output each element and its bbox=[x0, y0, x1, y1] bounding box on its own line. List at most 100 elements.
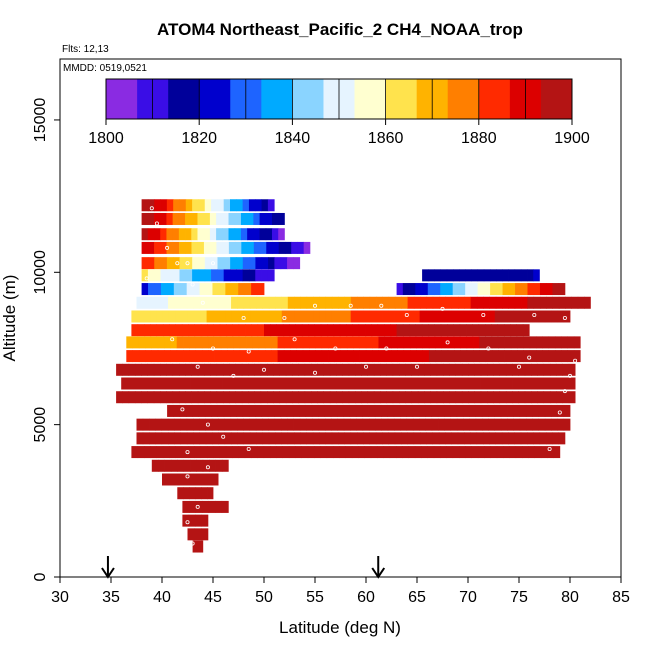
heat-cell-row-20-15 bbox=[225, 446, 233, 459]
heat-cell-row-18-44 bbox=[412, 418, 420, 431]
heat-cell-row-2-17 bbox=[247, 228, 254, 241]
heat-cell-row-16-24 bbox=[267, 391, 274, 404]
heat-cell-row-16-52 bbox=[443, 391, 450, 404]
heat-cell-row-15-15 bbox=[215, 377, 223, 390]
sample-point-8 bbox=[200, 300, 205, 305]
heat-cell-row-12-67 bbox=[548, 336, 556, 349]
heat-cell-row-13-13 bbox=[208, 350, 215, 363]
heat-cell-row-14-24 bbox=[267, 363, 274, 376]
heat-cell-row-19-3 bbox=[155, 432, 163, 445]
heat-cell-row-7-17 bbox=[251, 283, 258, 296]
heat-cell-row-18-47 bbox=[431, 418, 439, 431]
heat-cell-row-19-18 bbox=[249, 432, 257, 445]
heat-cell-row-18-68 bbox=[563, 418, 571, 431]
heat-cell-row-4-2 bbox=[154, 257, 161, 270]
heat-cell-row-20-48 bbox=[433, 446, 441, 459]
heat-cell-row-18-38 bbox=[375, 418, 382, 431]
heat-cell-row-23-3 bbox=[195, 487, 202, 500]
heat-cell-row-7-8 bbox=[193, 283, 200, 296]
heat-cell-row-3-18 bbox=[253, 241, 261, 254]
heat-cell-row-3-0 bbox=[141, 241, 149, 254]
heat-cell-row-8-11 bbox=[465, 283, 472, 296]
heat-cell-row-15-71 bbox=[568, 377, 576, 390]
heat-cell-row-12-24 bbox=[277, 336, 285, 349]
heat-cell-row-9-45 bbox=[420, 296, 427, 309]
heat-cell-row-0-15 bbox=[236, 199, 244, 212]
heat-cell-row-16-71 bbox=[562, 391, 570, 404]
heat-cell-row-17-54 bbox=[507, 404, 514, 417]
heat-cell-row-16-61 bbox=[499, 391, 507, 404]
heat-cell-row-16-39 bbox=[361, 391, 369, 404]
heat-cell-row-13-69 bbox=[561, 350, 568, 363]
heat-cell-row-6-12 bbox=[496, 269, 503, 282]
x-tick-label: 70 bbox=[459, 589, 477, 606]
heat-cell-row-8-6 bbox=[434, 283, 441, 296]
heat-cell-row-6-2 bbox=[434, 269, 442, 282]
heat-cell-row-5-18 bbox=[255, 269, 262, 282]
heat-cell-row-15-57 bbox=[480, 377, 488, 390]
heat-cell-row-8-23 bbox=[539, 283, 547, 296]
heat-cell-row-19-33 bbox=[344, 432, 352, 445]
heat-cell-row-20-19 bbox=[251, 446, 258, 459]
heat-cell-row-10-39 bbox=[375, 310, 383, 323]
sample-point-4 bbox=[185, 261, 190, 266]
heat-cell-row-20-2 bbox=[144, 446, 151, 459]
heat-cell-row-3-2 bbox=[154, 241, 161, 254]
heat-cell-row-10-28 bbox=[306, 310, 314, 323]
heat-cell-row-16-50 bbox=[430, 391, 438, 404]
heat-cell-row-16-37 bbox=[348, 391, 356, 404]
heat-cell-row-10-57 bbox=[488, 310, 496, 323]
heat-cell-row-12-20 bbox=[252, 336, 260, 349]
heat-cell-row-16-0 bbox=[116, 391, 123, 404]
heat-cell-row-13-24 bbox=[277, 350, 285, 363]
heat-cell-row-13-58 bbox=[491, 350, 499, 363]
heat-cell-row-12-53 bbox=[460, 336, 468, 349]
heat-cell-row-13-53 bbox=[460, 350, 468, 363]
heat-cell-row-14-1 bbox=[122, 363, 130, 376]
heat-cell-row-8-13 bbox=[477, 283, 485, 296]
heat-cell-row-6-17 bbox=[527, 269, 534, 282]
heat-cell-row-10-61 bbox=[513, 310, 521, 323]
heat-cell-row-13-51 bbox=[447, 350, 455, 363]
heat-cell-row-7-9 bbox=[199, 283, 207, 296]
heat-cell-row-15-25 bbox=[278, 377, 286, 390]
heat-cell-row-15-68 bbox=[549, 377, 557, 390]
heat-cell-row-19-46 bbox=[426, 432, 433, 445]
heat-cell-row-12-71 bbox=[573, 336, 581, 349]
heat-cell-row-4-12 bbox=[217, 257, 225, 270]
heat-cell-row-14-7 bbox=[160, 363, 167, 376]
heat-cell-row-1-6 bbox=[178, 212, 186, 225]
heat-cell-row-11-4 bbox=[156, 324, 164, 337]
heat-cell-row-11-49 bbox=[440, 324, 448, 337]
heat-cell-row-20-20 bbox=[257, 446, 265, 459]
heat-cell-row-9-25 bbox=[294, 296, 301, 309]
heat-cell-row-0-12 bbox=[217, 199, 225, 212]
heat-cell-row-13-47 bbox=[422, 350, 430, 363]
heat-cell-row-17-38 bbox=[406, 404, 414, 417]
heat-cell-row-14-30 bbox=[304, 363, 312, 376]
heat-cell-row-13-49 bbox=[435, 350, 442, 363]
heat-cell-row-1-12 bbox=[216, 212, 223, 225]
heat-cell-row-18-25 bbox=[293, 418, 301, 431]
heat-cell-row-12-32 bbox=[328, 336, 335, 349]
heat-cell-row-17-30 bbox=[355, 404, 363, 417]
heat-cell-row-6-0 bbox=[422, 269, 429, 282]
heat-cell-row-19-25 bbox=[294, 432, 301, 445]
heat-cell-row-14-32 bbox=[317, 363, 324, 376]
heat-cell-row-12-29 bbox=[309, 336, 316, 349]
heat-cell-row-9-42 bbox=[401, 296, 408, 309]
heat-cell-row-19-66 bbox=[552, 432, 559, 445]
heat-cell-row-6-6 bbox=[459, 269, 466, 282]
sample-point-26 bbox=[486, 346, 491, 351]
heat-cell-row-1-8 bbox=[191, 212, 198, 225]
heat-cell-row-3-22 bbox=[278, 241, 286, 254]
heat-cell-row-9-47 bbox=[432, 296, 440, 309]
heat-cell-row-7-13 bbox=[225, 283, 233, 296]
heat-cell-row-19-24 bbox=[287, 432, 295, 445]
heat-cell-row-13-37 bbox=[359, 350, 367, 363]
heat-cell-row-9-18 bbox=[249, 296, 257, 309]
y-tick-label: 0 bbox=[32, 572, 49, 581]
heat-cell-row-17-26 bbox=[330, 404, 338, 417]
heat-cell-row-20-35 bbox=[351, 446, 359, 459]
heat-cell-row-24-5 bbox=[215, 500, 223, 513]
